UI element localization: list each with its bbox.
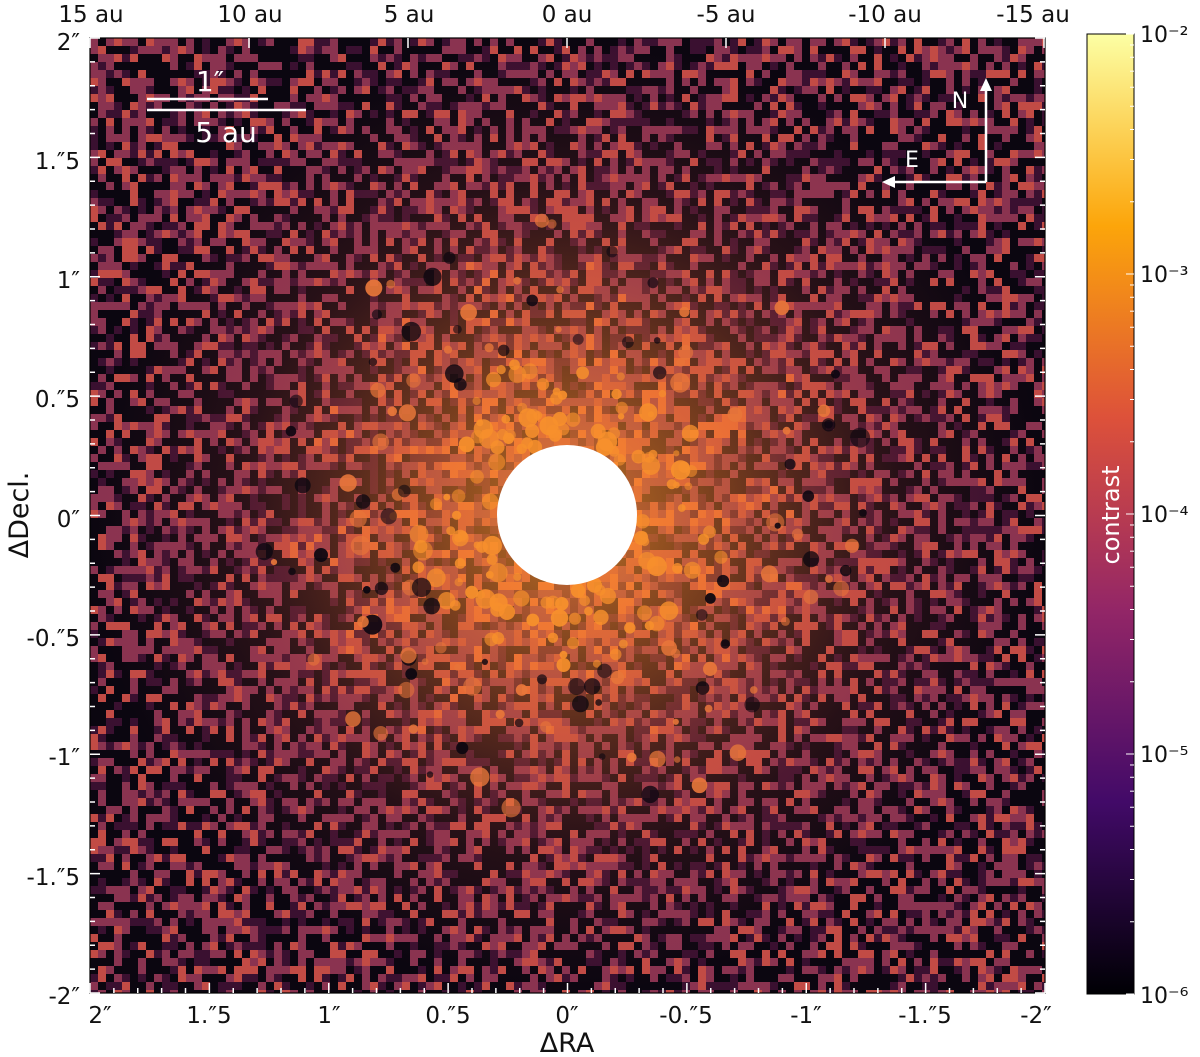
contrast-image	[90, 38, 1045, 993]
